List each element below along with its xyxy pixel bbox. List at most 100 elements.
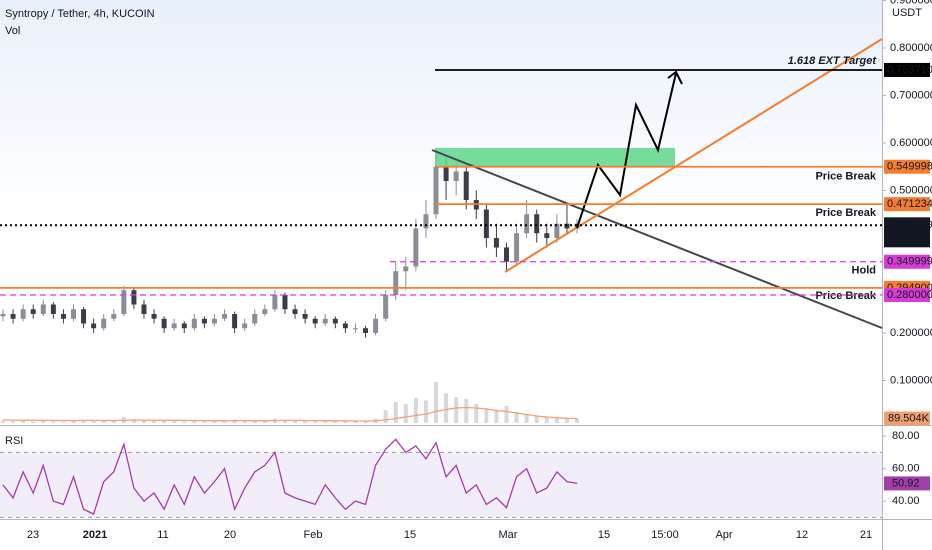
volume-bar (403, 404, 408, 423)
price-tick-label: 0.200000 (890, 327, 932, 339)
volume-bar (222, 421, 227, 423)
price-badge (884, 287, 930, 302)
volume-bar (91, 420, 96, 423)
candle-body (30, 309, 36, 314)
candle-body (20, 309, 26, 319)
volume-bar (413, 398, 418, 423)
candle-body (483, 209, 489, 238)
rsi-tick-label: 60.00 (892, 463, 920, 475)
candle-body (272, 294, 278, 310)
candle-body (443, 166, 449, 181)
volume-bar (172, 421, 177, 423)
candle-body (91, 323, 97, 329)
volume-bar (182, 421, 187, 423)
price-tick-label: 0.900000 (890, 0, 932, 6)
volume-bar (544, 417, 549, 423)
volume-bar (152, 421, 157, 423)
volume-bar (162, 420, 167, 423)
volume-label: Vol (5, 25, 20, 37)
volume-bar (323, 421, 328, 423)
candle-body (332, 318, 338, 324)
time-label: 23 (27, 529, 39, 541)
candle-body (40, 304, 46, 314)
price-tick-label: 0.100000 (890, 374, 932, 386)
volume-bar (212, 421, 217, 423)
current-price-badge (884, 217, 930, 248)
price-badge-text: 0.280000 (887, 289, 932, 301)
volume-bar (81, 420, 86, 423)
price-tick-label: 0.800000 (890, 42, 932, 54)
candle-body (131, 290, 137, 305)
volume-bar (564, 418, 569, 423)
candle-body (514, 233, 520, 262)
volume-bar (1, 421, 5, 423)
volume-bar (303, 421, 308, 423)
rsi-badge-text: 50.92 (892, 477, 920, 489)
time-label: 20 (224, 529, 236, 541)
price-badge-text: 0.471234 (887, 198, 932, 210)
candle-body (161, 318, 167, 329)
projection-path (576, 72, 677, 229)
current-price-text: 0.426679 (887, 219, 932, 231)
candle-body (423, 214, 429, 229)
price-badge (884, 197, 930, 212)
candle-body (302, 313, 308, 319)
level-annotation: 1.618 EXT Target (788, 55, 878, 67)
candle-body (171, 323, 177, 329)
level-annotation: Price Break (815, 290, 876, 302)
volume-bar (474, 404, 479, 423)
volume-bar (252, 421, 257, 423)
target-zone (435, 148, 675, 167)
candle-body (534, 214, 540, 234)
volume-bar (494, 410, 499, 423)
level-annotation: Price Break (815, 207, 876, 219)
volume-bar (343, 421, 348, 423)
candle-body (322, 318, 328, 324)
volume-bar (333, 421, 338, 423)
candle-body (121, 290, 127, 314)
projection-arrow (667, 70, 683, 85)
volume-ma-line (2, 406, 578, 422)
rsi-tick-label: 40.00 (892, 495, 920, 507)
price-badge-text: 0.753710 (887, 64, 932, 76)
volume-bar (11, 421, 16, 423)
candle-body (352, 328, 358, 330)
volume-bar (41, 420, 46, 423)
candle-body (101, 318, 107, 329)
volume-bar (383, 410, 388, 423)
candle-body (252, 313, 258, 324)
volume-bar (313, 421, 318, 423)
candle-body (50, 304, 56, 314)
rsi-band (0, 452, 882, 518)
candle-body (211, 318, 217, 324)
time-label: 15 (404, 529, 416, 541)
volume-badge (884, 411, 930, 426)
candle-body (151, 313, 157, 319)
volume-bar (423, 400, 428, 423)
price-badge (884, 254, 930, 269)
price-pane (0, 0, 882, 425)
volume-badge-text: 89.504K (888, 412, 930, 424)
volume-bar (464, 399, 469, 423)
volume-bar (514, 412, 519, 423)
candle-body (70, 309, 76, 319)
price-badge-text: 0.349999 (887, 256, 932, 268)
volume-bar (61, 421, 66, 423)
volume-bar (363, 420, 368, 423)
candle-body (222, 313, 228, 319)
candle-body (81, 309, 87, 324)
volume-bar (393, 402, 398, 423)
time-label: Mar (499, 529, 518, 541)
candle-body (393, 271, 399, 295)
candle-body (383, 294, 389, 319)
price-tick-label: 0.700000 (890, 89, 932, 101)
candle-body (342, 323, 348, 329)
candle-body (60, 313, 66, 319)
candle-body (463, 171, 469, 200)
time-label: 21 (860, 529, 872, 541)
volume-bar (131, 419, 136, 423)
candle-body (232, 313, 238, 329)
volume-bar (534, 416, 539, 423)
candle-body (453, 171, 459, 181)
volume-bar (282, 420, 287, 423)
